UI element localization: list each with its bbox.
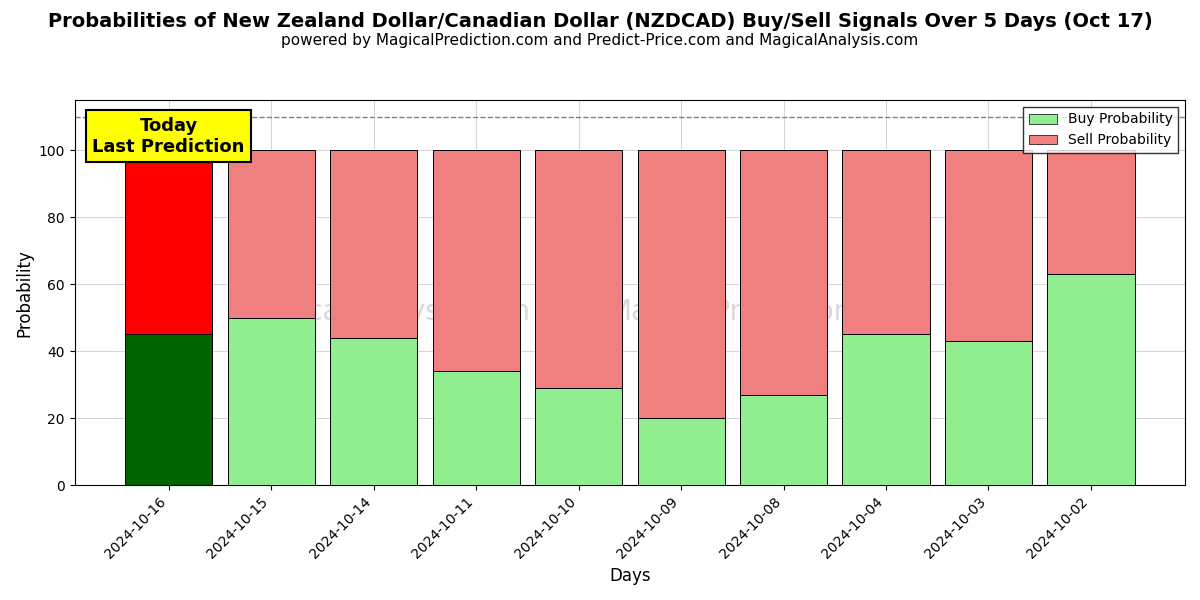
- Bar: [330, 150, 418, 338]
- Bar: [330, 338, 418, 485]
- Bar: [125, 150, 212, 334]
- Bar: [740, 150, 827, 395]
- X-axis label: Days: Days: [610, 567, 650, 585]
- Text: Probabilities of New Zealand Dollar/Canadian Dollar (NZDCAD) Buy/Sell Signals Ov: Probabilities of New Zealand Dollar/Cana…: [48, 12, 1152, 31]
- Text: MagicalPrediction.com: MagicalPrediction.com: [607, 298, 919, 326]
- Bar: [944, 341, 1032, 485]
- Legend: Buy Probability, Sell Probability: Buy Probability, Sell Probability: [1024, 107, 1178, 153]
- Bar: [535, 388, 622, 485]
- Bar: [842, 334, 930, 485]
- Bar: [637, 150, 725, 418]
- Bar: [228, 318, 314, 485]
- Bar: [125, 334, 212, 485]
- Bar: [228, 150, 314, 318]
- Bar: [1048, 274, 1134, 485]
- Text: powered by MagicalPrediction.com and Predict-Price.com and MagicalAnalysis.com: powered by MagicalPrediction.com and Pre…: [281, 33, 919, 48]
- Bar: [432, 371, 520, 485]
- Text: Today
Last Prediction: Today Last Prediction: [92, 117, 245, 155]
- Text: MagicalAnalysis.com: MagicalAnalysis.com: [241, 298, 530, 326]
- Bar: [842, 150, 930, 334]
- Bar: [1048, 150, 1134, 274]
- Bar: [535, 150, 622, 388]
- Bar: [432, 150, 520, 371]
- Bar: [740, 395, 827, 485]
- Bar: [637, 418, 725, 485]
- Y-axis label: Probability: Probability: [16, 248, 34, 337]
- Bar: [944, 150, 1032, 341]
